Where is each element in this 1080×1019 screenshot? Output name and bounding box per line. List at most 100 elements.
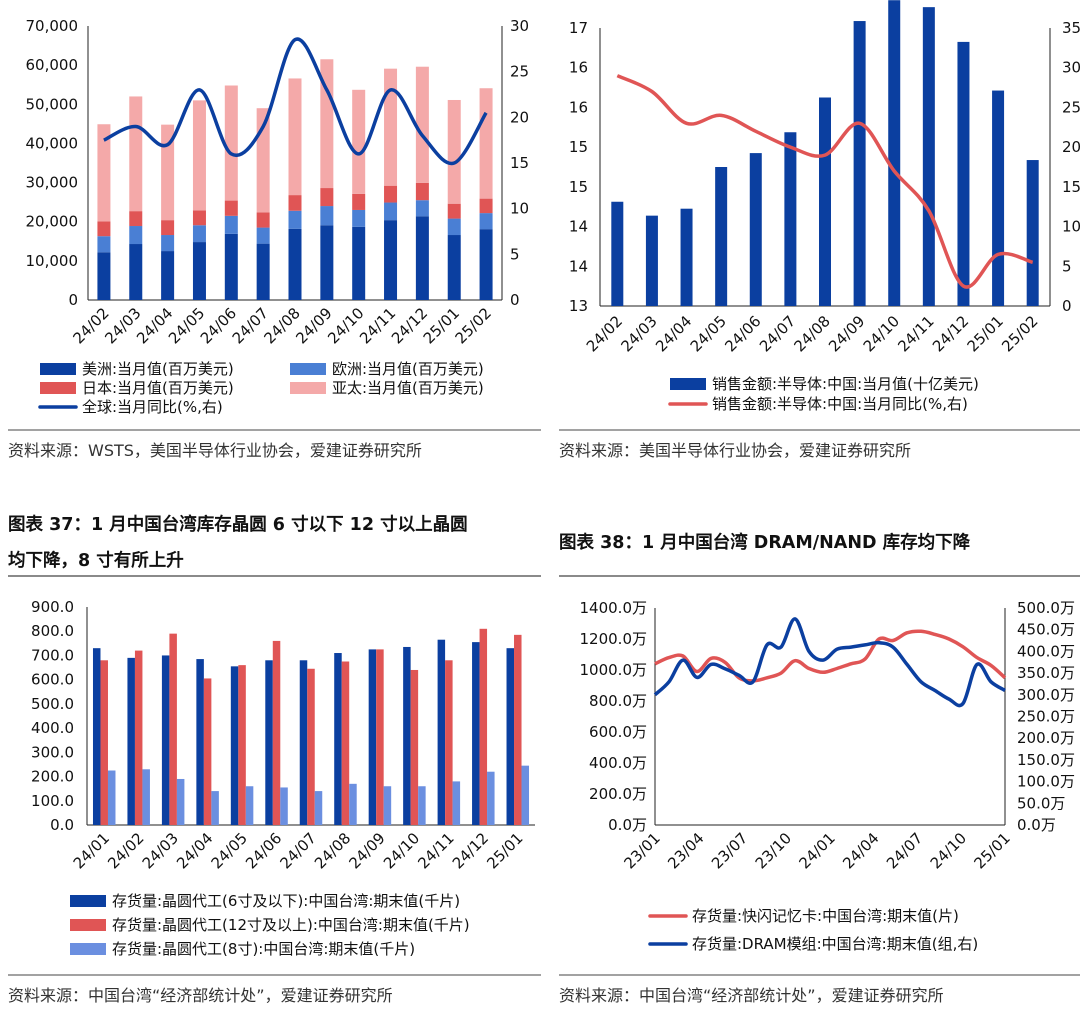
bar (245, 786, 254, 825)
bar (97, 252, 111, 300)
bar (224, 233, 238, 300)
y2-tick-label: 0 (510, 291, 520, 309)
bar (142, 769, 150, 825)
x-tick-label: 24/02 (583, 312, 626, 355)
bar (224, 215, 238, 234)
bar (192, 242, 206, 300)
y-tick-label: 13 (569, 297, 588, 315)
y-tick-label: 600.0万 (589, 723, 647, 741)
bar (280, 787, 288, 825)
bar (230, 666, 239, 825)
bar (819, 97, 831, 306)
x-tick-label: 24/12 (929, 312, 972, 355)
bar (384, 185, 398, 203)
chart-wafer-inventory: 0.0 100.0 200.0 300.0 400.0 500.0 600.0 700.0 80… (31, 598, 535, 958)
legend-japan-label: 日本:当月值(百万美元) (82, 379, 234, 397)
bar (479, 213, 493, 230)
legend-wafer-8in-label: 存货量:晶圆代工(8寸):中国台湾:期末值(千片) (112, 940, 415, 958)
bar (415, 66, 429, 183)
x-tick-label: 24/04 (652, 312, 695, 355)
legend-china-value-label: 销售金额:半导体:中国:当月值(十亿美元) (712, 375, 979, 393)
bar (514, 634, 522, 825)
y2-tick-label: 30 (510, 17, 529, 35)
y2-tick-label: 150.0万 (1017, 751, 1075, 769)
y-tick-label: 700.0 (31, 646, 74, 664)
bar (384, 220, 398, 300)
y-tick-label: 17 (569, 19, 588, 37)
bar (320, 206, 334, 226)
bar (645, 215, 658, 306)
y2-tick-label: 15 (510, 154, 529, 172)
x-tick-label: 24/07 (756, 312, 799, 355)
bar (176, 778, 185, 825)
x-tick-label: 24/07 (883, 829, 926, 872)
legend-europe-label: 欧洲:当月值(百万美元) (332, 360, 484, 378)
bar (97, 221, 111, 237)
bar (161, 655, 170, 825)
x-tick-label: 24/06 (242, 829, 285, 872)
x-tick-label: 24/05 (687, 312, 730, 355)
bar (415, 182, 429, 201)
legend-japan-swatch (40, 382, 76, 394)
bar (437, 639, 446, 825)
y-tick-label: 400.0万 (589, 754, 647, 772)
legend-wafer-12in-label: 存货量:晶圆代工(12寸及以上):中国台湾:期末值(千片) (112, 916, 470, 934)
bar (922, 7, 935, 307)
y2-tick-label: 400.0万 (1017, 642, 1075, 660)
y-tick-label: 20,000 (26, 213, 79, 231)
source-note: 资料来源：中国台湾“经济部统计处”，爱建证券研究所 (559, 986, 944, 1005)
y-tick-label: 900.0 (31, 598, 74, 616)
x-tick-label: 23/01 (621, 829, 664, 872)
legend-global-yoy-label: 全球:当月同比(%,右) (82, 398, 223, 416)
bar (479, 198, 493, 214)
y-tick-label: 1400.0万 (580, 599, 648, 617)
legend-china-yoy-label: 销售金额:半导体:中国:当月同比(%,右) (712, 395, 968, 413)
y2-tick-label: 30 (1062, 59, 1080, 77)
bar (161, 220, 175, 236)
x-tick-label: 24/03 (139, 829, 182, 872)
bar (957, 41, 970, 307)
chart-37-title-line2: 均下降，8 寸有所上升 (8, 550, 184, 571)
bar (100, 660, 108, 825)
y-tick-label: 0.0 (50, 816, 74, 834)
bar (224, 200, 238, 216)
y2-tick-label: 15 (1062, 178, 1080, 196)
y2-tick-label: 0.0万 (1017, 816, 1056, 834)
bar (288, 78, 302, 196)
bar (368, 649, 377, 825)
bar (415, 216, 429, 300)
bar (288, 210, 302, 229)
x-tick-label: 23/07 (708, 829, 751, 872)
legend-wafer-6in-swatch (70, 895, 106, 907)
y-tick-label: 600.0 (31, 671, 74, 689)
y-tick-label: 500.0 (31, 695, 74, 713)
bar (349, 783, 357, 825)
y-tick-label: 200.0万 (589, 785, 647, 803)
bar (203, 678, 212, 825)
bar (479, 88, 493, 199)
x-tick-label: 24/02 (104, 829, 147, 872)
x-tick-label: 24/11 (894, 312, 937, 355)
legend-nand-label: 存货量:快闪记忆卡:中国台湾:期末值(片) (692, 907, 959, 925)
x-tick-label: 25/01 (483, 829, 526, 872)
chart-china-sales: 13 14 14 15 15 16 16 17 0 5 10 15 20 25 30 35 24/0224/03… (569, 0, 1080, 413)
bar (107, 770, 116, 825)
bar (384, 68, 398, 186)
y-tick-label: 16 (569, 98, 588, 116)
y-tick-label: 14 (569, 257, 588, 275)
y-tick-label: 100.0 (31, 792, 74, 810)
bar (376, 649, 384, 825)
bar (479, 229, 493, 300)
x-tick-label: 24/07 (277, 829, 320, 872)
bar (352, 193, 366, 210)
y-tick-label: 0 (68, 291, 78, 309)
bar (265, 660, 273, 825)
y-tick-label: 1000.0万 (580, 661, 648, 679)
legend-wafer-12in-swatch (70, 919, 106, 931)
x-tick-label: 24/08 (311, 829, 354, 872)
y2-tick-label: 25 (1062, 98, 1080, 116)
bar (256, 227, 270, 244)
x-tick-label: 24/04 (173, 829, 216, 872)
y2-tick-label: 200.0万 (1017, 729, 1075, 747)
bar (196, 659, 204, 825)
